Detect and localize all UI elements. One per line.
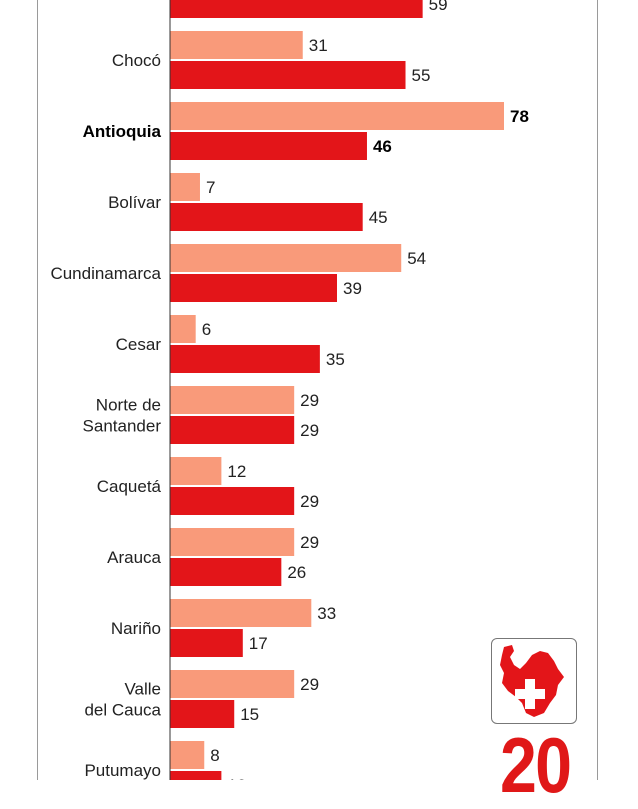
bar [170,244,402,272]
data-label: 7 [206,178,215,197]
bar [170,102,504,130]
frame-left-border [37,0,38,780]
bar [170,132,367,160]
category-label: Norte de [96,396,161,415]
data-label: 78 [510,107,529,126]
big-number: 20 [500,721,572,809]
data-label: 29 [300,675,319,694]
data-label: 29 [300,391,319,410]
data-label: 54 [407,249,426,268]
category-label: Chocó [112,51,161,70]
bar [170,203,363,231]
category-label: Caquetá [97,477,162,496]
bar-chart: 59 31 55 Chocó 78 46 Antioquia 7 45 Bolívar 54 39 Cu… [50,0,529,780]
bar [170,31,303,59]
data-label: 46 [373,137,392,156]
category-label: Cesar [116,335,162,354]
bar [170,386,295,414]
data-label: 29 [300,533,319,552]
data-label: 8 [210,746,219,765]
bar [170,61,406,89]
bar [170,487,295,515]
category-label: Putumayo [84,761,161,780]
category-label: Nariño [111,619,161,638]
category-label: Valle [124,680,161,699]
bar [170,771,222,780]
bar [170,0,423,18]
category-label: Arauca [107,548,161,567]
bar [170,416,295,444]
data-label: 31 [309,36,328,55]
category-label: Cundinamarca [50,264,161,283]
antioquia-badge [491,638,577,724]
bar [170,700,235,728]
bar [170,274,337,302]
data-label: 45 [369,208,388,227]
data-label: 59 [429,0,448,14]
data-label: 39 [343,279,362,298]
bar [170,629,243,657]
frame-right-border [597,0,598,780]
data-label: 6 [202,320,211,339]
bar [170,173,200,201]
data-label: 35 [326,350,345,369]
category-label: Antioquia [83,122,162,141]
bar [170,558,282,586]
data-label: 15 [240,705,259,724]
data-label: 29 [300,421,319,440]
category-label: Bolívar [108,193,161,212]
category-label: del Cauca [84,701,161,720]
bar [170,345,320,373]
data-label: 55 [412,66,431,85]
bar [170,599,312,627]
data-label: 12 [227,462,246,481]
bar [170,457,222,485]
bar [170,741,205,769]
bar [170,528,295,556]
data-label: 26 [287,563,306,582]
data-label: 33 [317,604,336,623]
bar [170,670,295,698]
bar [170,315,196,343]
category-label: Santander [83,417,162,436]
data-label: 17 [249,634,268,653]
antioquia-map-cross-icon [500,645,564,717]
data-label: 29 [300,492,319,511]
data-label: 12 [227,776,246,780]
